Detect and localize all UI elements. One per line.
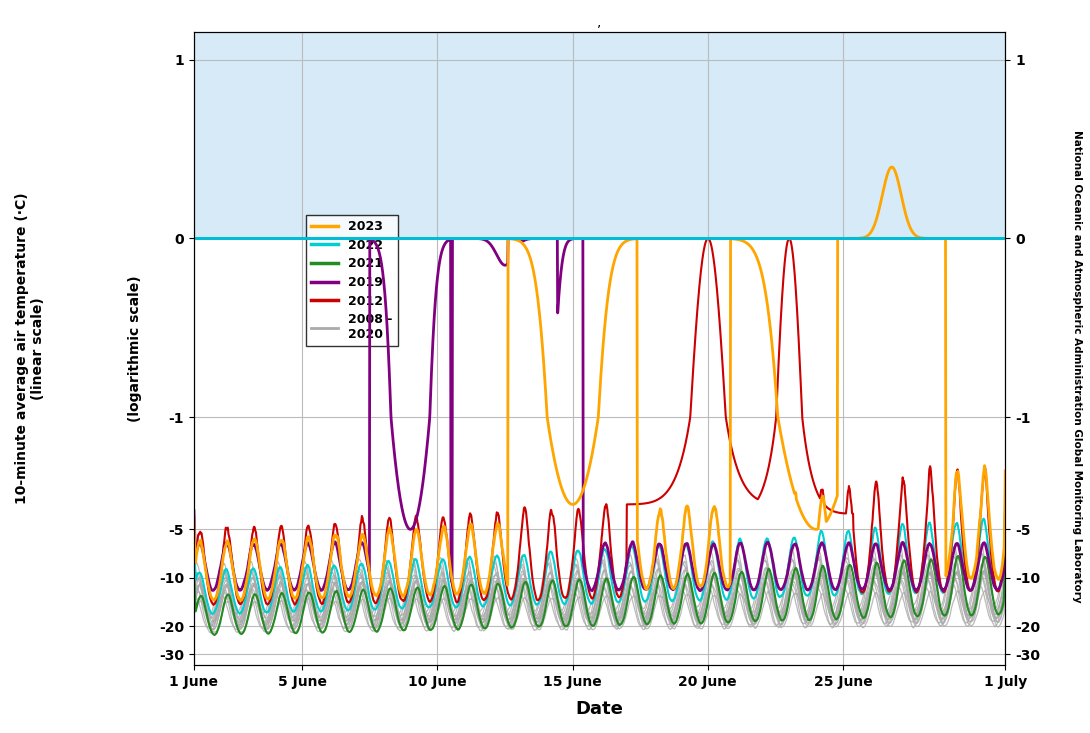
Bar [194, 12, 1005, 238]
Title: ,: , [597, 15, 602, 29]
Text: National Oceanic and Atmospheric Administration Global Monitoring Laboratory: National Oceanic and Atmospheric Adminis… [1071, 130, 1082, 603]
Bar [194, 238, 1005, 665]
X-axis label: Date: Date [576, 700, 623, 718]
Legend: 2023, 2022, 2021, 2019, 2012, 2008 -
2020: 2023, 2022, 2021, 2019, 2012, 2008 - 202… [305, 216, 398, 346]
Y-axis label: 10-minute average air temperature (·C)
(linear scale)





(logarithmic scale): 10-minute average air temperature (·C) (… [15, 193, 143, 504]
